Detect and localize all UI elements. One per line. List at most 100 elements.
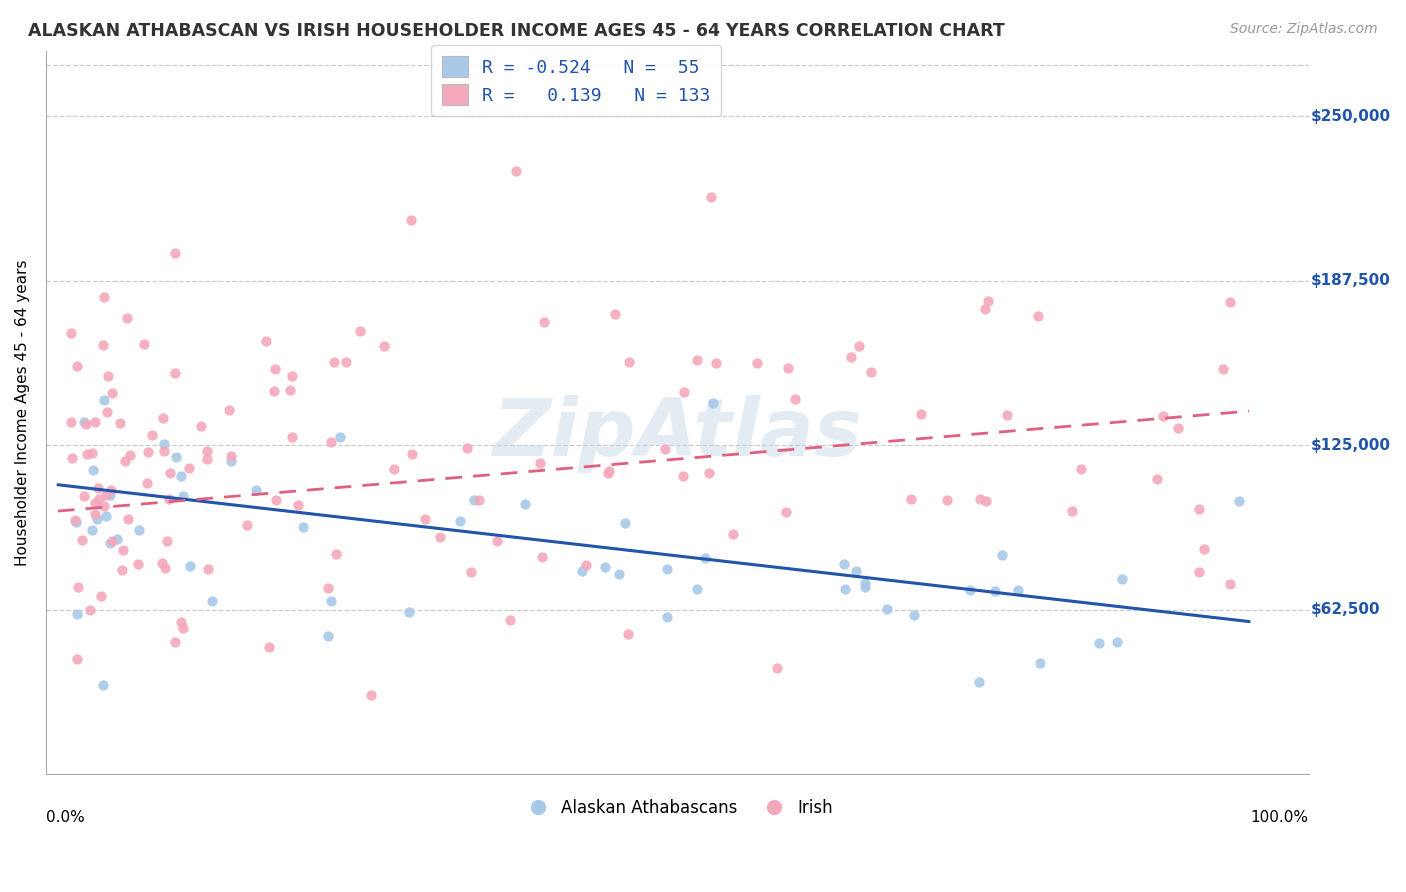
- Point: [1219, 295, 1241, 310]
- Point: [485, 533, 508, 548]
- Point: [969, 491, 991, 506]
- Point: [325, 547, 347, 561]
- Text: 0.0%: 0.0%: [46, 810, 84, 825]
- Point: [973, 301, 995, 316]
- Point: [1227, 494, 1250, 508]
- Point: [197, 562, 219, 576]
- Point: [505, 164, 527, 178]
- Point: [281, 430, 304, 444]
- Point: [693, 550, 716, 565]
- Text: $187,500: $187,500: [1312, 273, 1391, 288]
- Point: [101, 385, 124, 400]
- Point: [429, 530, 451, 544]
- Point: [218, 403, 240, 417]
- Point: [401, 212, 423, 227]
- Text: $250,000: $250,000: [1312, 109, 1392, 124]
- Point: [959, 582, 981, 597]
- Point: [73, 489, 96, 503]
- Point: [165, 450, 187, 465]
- Point: [530, 549, 553, 564]
- Point: [254, 334, 277, 348]
- Point: [316, 582, 339, 596]
- Point: [136, 445, 159, 459]
- Point: [613, 516, 636, 530]
- Point: [1060, 504, 1083, 518]
- Point: [672, 468, 695, 483]
- Point: [84, 495, 107, 509]
- Point: [257, 640, 280, 654]
- Point: [721, 527, 744, 541]
- Point: [967, 675, 990, 690]
- Point: [775, 505, 797, 519]
- Point: [101, 533, 124, 548]
- Point: [172, 622, 194, 636]
- Point: [219, 449, 242, 463]
- Point: [132, 336, 155, 351]
- Point: [195, 451, 218, 466]
- Point: [159, 466, 181, 480]
- Point: [1029, 657, 1052, 671]
- Point: [264, 361, 287, 376]
- Point: [82, 463, 104, 477]
- Point: [990, 548, 1012, 562]
- Point: [281, 369, 304, 384]
- Text: Source: ZipAtlas.com: Source: ZipAtlas.com: [1230, 22, 1378, 37]
- Point: [65, 516, 87, 530]
- Point: [153, 436, 176, 450]
- Point: [91, 678, 114, 692]
- Point: [1107, 634, 1129, 648]
- Point: [533, 315, 555, 329]
- Point: [401, 447, 423, 461]
- Point: [66, 359, 89, 374]
- Point: [1211, 362, 1233, 376]
- Point: [111, 563, 134, 577]
- Point: [995, 408, 1018, 422]
- Point: [245, 483, 267, 497]
- Point: [63, 513, 86, 527]
- Point: [179, 461, 201, 475]
- Point: [704, 356, 727, 370]
- Point: [66, 607, 89, 621]
- Point: [839, 351, 862, 365]
- Point: [335, 355, 357, 369]
- Point: [468, 493, 491, 508]
- Point: [848, 339, 870, 353]
- Point: [413, 512, 436, 526]
- Point: [190, 419, 212, 434]
- Point: [617, 355, 640, 369]
- Point: [84, 415, 107, 429]
- Point: [170, 469, 193, 483]
- Point: [977, 293, 1000, 308]
- Point: [322, 355, 344, 369]
- Point: [593, 560, 616, 574]
- Point: [596, 466, 619, 480]
- Point: [87, 492, 110, 507]
- Point: [90, 589, 112, 603]
- Point: [1070, 462, 1092, 476]
- Point: [93, 290, 115, 304]
- Point: [114, 454, 136, 468]
- Point: [278, 383, 301, 397]
- Point: [834, 582, 856, 596]
- Point: [135, 476, 157, 491]
- Point: [263, 384, 285, 398]
- Point: [460, 565, 482, 579]
- Point: [128, 523, 150, 537]
- Point: [66, 652, 89, 666]
- Point: [94, 488, 117, 502]
- Point: [360, 688, 382, 702]
- Point: [93, 393, 115, 408]
- Point: [82, 446, 104, 460]
- Point: [654, 442, 676, 456]
- Point: [984, 584, 1007, 599]
- Text: 100.0%: 100.0%: [1251, 810, 1309, 825]
- Point: [165, 635, 187, 649]
- Point: [219, 454, 242, 468]
- Point: [264, 493, 287, 508]
- Point: [1146, 472, 1168, 486]
- Point: [598, 464, 620, 478]
- Point: [96, 404, 118, 418]
- Point: [1167, 420, 1189, 434]
- Point: [859, 366, 882, 380]
- Point: [515, 497, 537, 511]
